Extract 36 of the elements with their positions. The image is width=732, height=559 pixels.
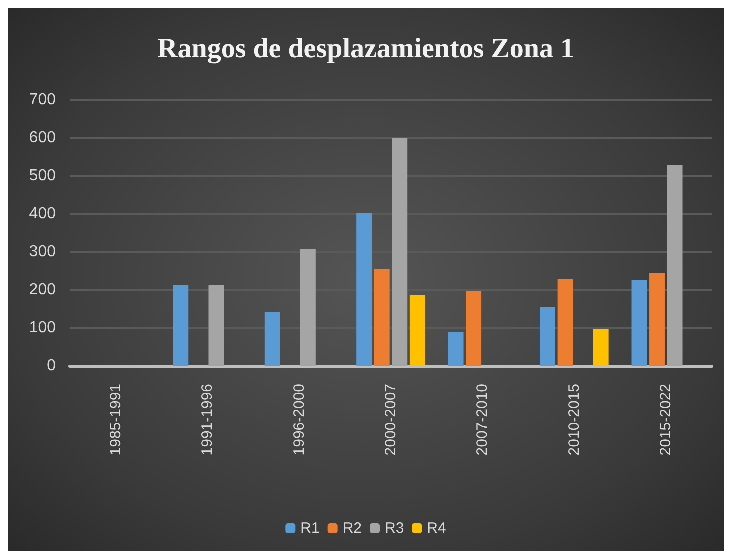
bar	[558, 279, 574, 366]
bar	[650, 273, 665, 366]
legend-label: R1	[300, 520, 320, 537]
bar	[392, 138, 408, 366]
x-tick-label: 1985-1991	[107, 384, 124, 456]
x-tick-label: 2015-2022	[658, 384, 675, 456]
bar	[300, 249, 316, 366]
bar	[374, 269, 390, 366]
bar	[356, 213, 372, 366]
bar	[540, 307, 556, 366]
y-tick-label: 500	[29, 168, 56, 184]
legend-label: R4	[427, 520, 446, 537]
y-tick-label: 400	[29, 206, 56, 222]
bar	[208, 285, 224, 366]
bar	[466, 292, 482, 366]
bar	[448, 332, 464, 366]
y-tick-label: 300	[29, 244, 56, 260]
y-tick-label: 600	[29, 130, 56, 146]
x-tick-label: 1991-1996	[199, 384, 216, 456]
x-tick-label: 2007-2010	[474, 384, 492, 456]
x-tick-label: 2010-2015	[566, 384, 583, 456]
bar	[264, 312, 280, 366]
y-tick-label: 100	[29, 320, 56, 336]
y-tick-label: 700	[29, 92, 56, 108]
x-tick-label: 2000-2007	[382, 384, 400, 456]
bar	[410, 295, 426, 366]
y-tick-label: 200	[29, 282, 56, 298]
bar	[667, 164, 683, 366]
legend-label: R3	[385, 520, 404, 537]
chart-title: Rangos de desplazamientos Zona 1	[158, 34, 574, 64]
x-tick-label: 1996-2000	[290, 384, 308, 456]
bar	[632, 280, 648, 366]
legend-label: R2	[342, 520, 362, 537]
bar	[593, 330, 609, 366]
y-tick-label: 0	[47, 358, 56, 374]
bar	[173, 285, 189, 366]
